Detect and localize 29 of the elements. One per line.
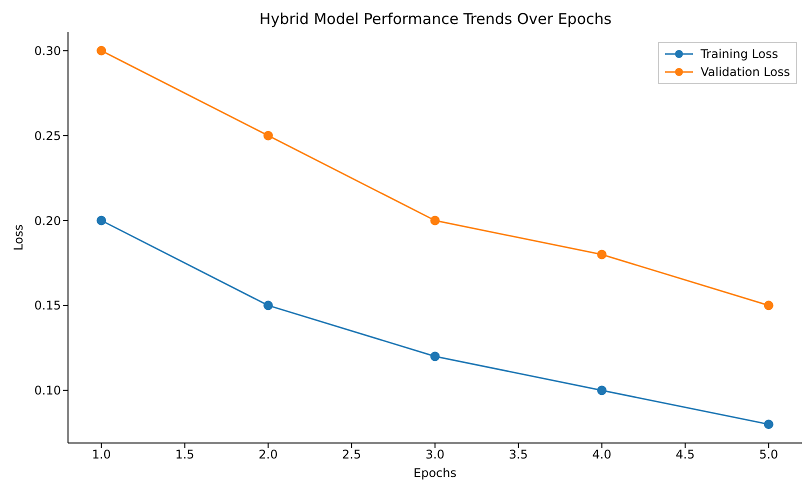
point — [263, 130, 273, 140]
x-tick-label: 2.5 — [342, 448, 362, 462]
x-tick-label: 4.5 — [676, 448, 695, 462]
chart-title: Hybrid Model Performance Trends Over Epochs — [258, 10, 613, 28]
legend-label: Validation Loss — [700, 64, 790, 81]
x-tick-label: 1.5 — [175, 448, 194, 462]
point — [96, 46, 106, 56]
y-tick-label: 0.15 — [34, 298, 61, 313]
point — [263, 300, 273, 310]
point — [597, 386, 607, 396]
x-tick-label: 1.0 — [92, 448, 111, 462]
point — [597, 250, 607, 260]
y-axis-title: Loss — [11, 224, 26, 251]
point — [430, 216, 440, 226]
x-tick-label: 4.0 — [592, 448, 612, 462]
legend-label: Training Loss — [700, 46, 778, 63]
point — [764, 300, 774, 310]
x-tick-label: 2.0 — [258, 448, 278, 462]
x-tick-label: 3.5 — [508, 448, 528, 462]
y-tick-label: 0.10 — [34, 384, 61, 398]
x-tick-label: 3.0 — [425, 448, 445, 462]
point — [764, 420, 774, 430]
x-tick-label: 5.0 — [759, 448, 778, 462]
y-tick-label: 0.25 — [34, 128, 61, 143]
point — [430, 352, 440, 362]
y-tick-label: 0.20 — [34, 214, 61, 228]
y-tick-label: 0.30 — [34, 44, 61, 58]
point — [96, 216, 106, 226]
x-axis-title: Epochs — [414, 466, 456, 480]
